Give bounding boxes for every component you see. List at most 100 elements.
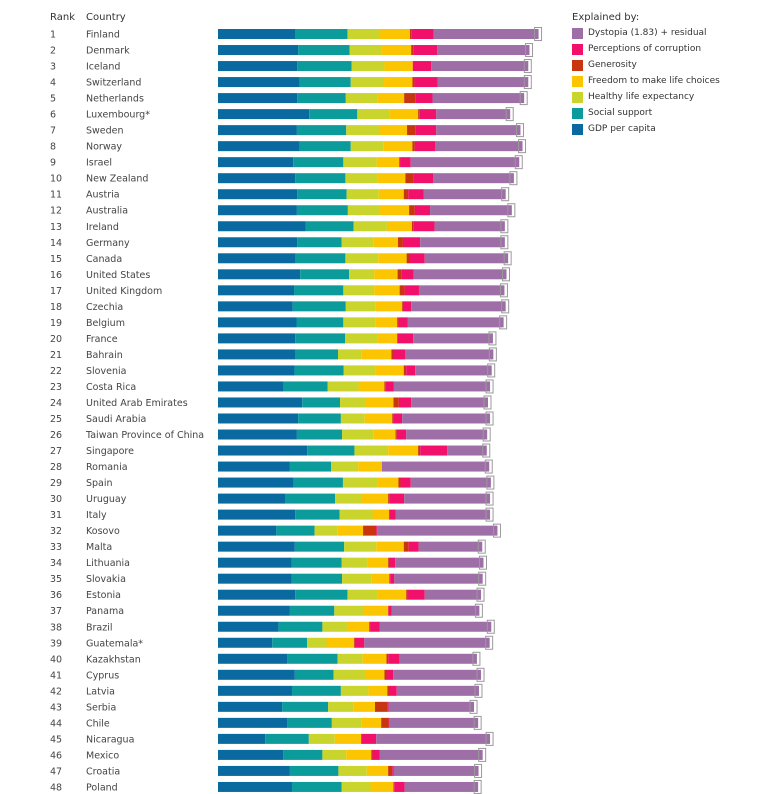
country-column-header[interactable]: Country: [86, 12, 126, 23]
bar-segment-gdp: [218, 205, 297, 216]
country-label: Slovenia: [86, 366, 126, 377]
country-label: Saudi Arabia: [86, 414, 146, 425]
bar-segment-gdp: [218, 685, 292, 696]
country-label: Netherlands: [86, 94, 144, 105]
bar-segment-dystopia: [402, 413, 491, 424]
bar-segment-gdp: [218, 125, 297, 136]
country-label: Bahrain: [86, 350, 123, 361]
bar-segment-freedom: [378, 189, 404, 200]
confidence-interval-marker: [501, 299, 510, 314]
legend-item-dystopia[interactable]: Dystopia (1.83) + residual: [572, 25, 762, 41]
bar-segment-freedom: [337, 525, 364, 536]
bar-segment-health: [345, 173, 378, 184]
bar-segment-generosity: [418, 109, 420, 120]
country-label: Croatia: [86, 766, 120, 777]
bar-segment-freedom: [367, 557, 389, 568]
legend-item-social[interactable]: Social support: [572, 105, 762, 121]
bar-segment-social: [283, 749, 323, 760]
bar-segment-dystopia: [431, 61, 529, 72]
bar-segment-freedom: [374, 285, 400, 296]
bar-segment-freedom: [363, 605, 389, 616]
country-label: United Arab Emirates: [86, 398, 188, 409]
confidence-interval-marker: [500, 235, 509, 250]
bar-segment-freedom: [370, 781, 394, 792]
bar-segment-gdp: [218, 221, 306, 232]
legend-item-health[interactable]: Healthy life expectancy: [572, 89, 762, 105]
confidence-interval-marker: [472, 651, 481, 666]
confidence-interval-marker: [523, 75, 532, 90]
bar-segment-social: [296, 317, 344, 328]
bar-segment-corruption: [413, 221, 435, 232]
rank-label: 2: [50, 46, 56, 57]
bar-segment-health: [341, 237, 374, 248]
bar-segment-gdp: [218, 765, 290, 776]
confidence-interval-marker: [482, 443, 491, 458]
bar-segment-dystopia: [399, 653, 477, 664]
country-label: Panama: [86, 606, 124, 617]
rank-label: 17: [50, 286, 62, 297]
bar-segment-health: [353, 221, 387, 232]
bar-segment-health: [343, 157, 377, 168]
bar-segment-generosity: [391, 349, 394, 360]
bar-segment-health: [350, 77, 385, 88]
bar-segment-health: [328, 701, 354, 712]
bar-segment-social: [307, 445, 355, 456]
bar-segment-corruption: [409, 253, 425, 264]
bar-segment-social: [291, 781, 342, 792]
rank-label: 45: [50, 734, 62, 745]
bar-segment-social: [295, 589, 348, 600]
legend-item-generosity[interactable]: Generosity: [572, 57, 762, 73]
bar-segment-generosity: [386, 653, 389, 664]
confidence-interval-marker: [476, 587, 485, 602]
country-label: Czechia: [86, 302, 123, 313]
bar-segment-corruption: [398, 317, 408, 328]
rank-label: 21: [50, 350, 62, 361]
bar-segment-gdp: [218, 333, 296, 344]
bar-segment-dystopia: [430, 205, 512, 216]
bar-segment-health: [331, 461, 359, 472]
bar-segment-freedom: [378, 253, 407, 264]
legend-item-freedom[interactable]: Freedom to make life choices: [572, 73, 762, 89]
bar-segment-freedom: [381, 45, 412, 56]
bar-segment-gdp: [218, 237, 298, 248]
confidence-interval-marker: [502, 267, 511, 282]
bar-segment-gdp: [218, 653, 288, 664]
bar-segment-health: [307, 637, 327, 648]
bar-segment-health: [334, 605, 364, 616]
bar-segment-health: [354, 445, 389, 456]
bar-segment-freedom: [358, 461, 382, 472]
bar-segment-dystopia: [396, 685, 479, 696]
bar-segment-generosity: [412, 77, 415, 88]
bar-segment-health: [347, 29, 380, 40]
bar-segment-generosity: [405, 173, 414, 184]
rank-label: 12: [50, 206, 62, 217]
bar-segment-dystopia: [395, 557, 484, 568]
bar-segment-freedom: [384, 77, 413, 88]
bar-segment-generosity: [397, 333, 399, 344]
bar-segment-social: [309, 109, 358, 120]
bar-segment-gdp: [218, 157, 294, 168]
bar-segment-health: [349, 269, 375, 280]
confidence-interval-marker: [499, 315, 508, 330]
bar-segment-freedom: [377, 173, 406, 184]
legend-item-corruption[interactable]: Perceptions of corruption: [572, 41, 762, 57]
country-label: Cyprus: [86, 670, 119, 681]
legend-item-gdp[interactable]: GDP per capita: [572, 121, 762, 137]
bar-segment-freedom: [365, 397, 394, 408]
confidence-interval-marker: [483, 395, 492, 410]
bar-segment-health: [357, 109, 390, 120]
bar-segment-gdp: [218, 429, 297, 440]
bar-segment-generosity: [403, 189, 409, 200]
bar-segment-gdp: [218, 301, 293, 312]
bar-segment-health: [345, 93, 378, 104]
bar-segment-freedom: [389, 109, 419, 120]
legend-label: GDP per capita: [588, 124, 656, 134]
bar-segment-corruption: [388, 557, 396, 568]
rank-column-header[interactable]: Rank: [50, 12, 75, 23]
confidence-interval-marker: [500, 219, 509, 234]
bar-segment-generosity: [399, 157, 401, 168]
confidence-interval-marker: [486, 475, 495, 490]
bar-segment-gdp: [218, 349, 296, 360]
country-label: Canada: [86, 254, 122, 265]
